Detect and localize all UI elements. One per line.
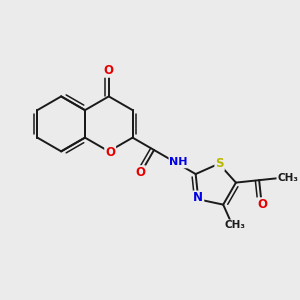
Text: S: S bbox=[215, 157, 224, 170]
Text: NH: NH bbox=[169, 158, 188, 167]
Text: O: O bbox=[135, 166, 145, 179]
Text: O: O bbox=[105, 146, 115, 159]
Text: O: O bbox=[104, 64, 114, 77]
Text: CH₃: CH₃ bbox=[224, 220, 245, 230]
Text: O: O bbox=[257, 198, 267, 211]
Text: N: N bbox=[193, 191, 203, 205]
Text: CH₃: CH₃ bbox=[277, 173, 298, 183]
